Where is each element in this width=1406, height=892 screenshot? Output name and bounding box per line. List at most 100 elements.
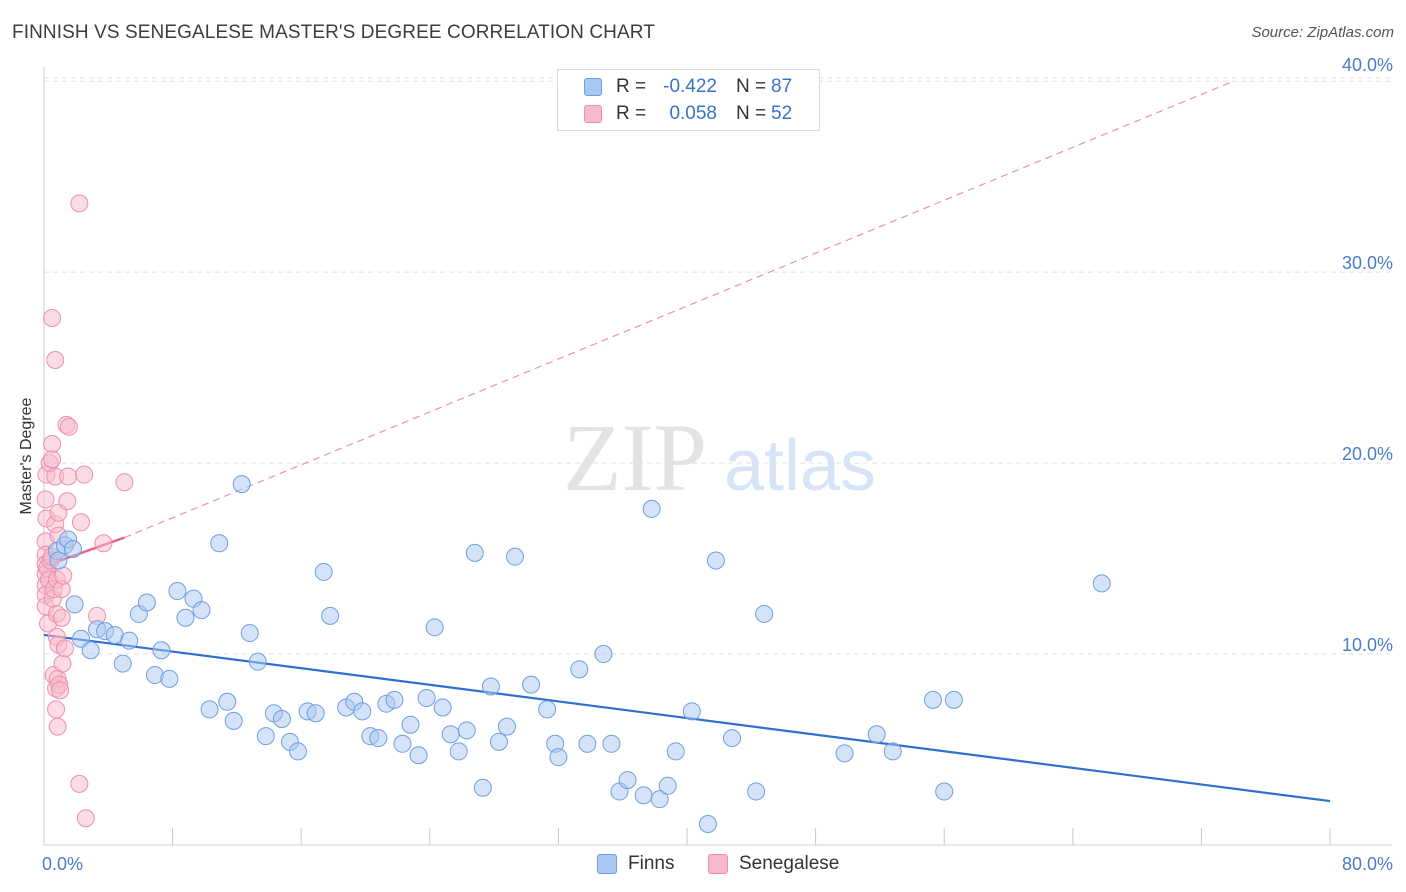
finns-point <box>232 475 251 494</box>
senegalese-point <box>71 513 90 532</box>
finns-point <box>538 700 557 719</box>
senegalese-point <box>115 473 134 492</box>
senegalese-point <box>46 350 65 369</box>
finns-point <box>835 744 854 763</box>
finns-point <box>385 690 404 709</box>
senegalese-point <box>70 774 89 793</box>
finns-point <box>883 742 902 761</box>
finns-point <box>944 690 963 709</box>
senegalese-point <box>70 194 89 213</box>
finns-point <box>65 595 84 614</box>
finns-point <box>417 688 436 707</box>
y-tick-label: 10.0% <box>1342 635 1393 655</box>
finns-point <box>152 641 171 660</box>
finns-point <box>200 700 219 719</box>
x-tick-label: 0.0% <box>42 854 83 874</box>
finns-point <box>682 702 701 721</box>
finns-point <box>425 618 444 637</box>
finns-swatch <box>584 78 602 96</box>
finns-point <box>618 771 637 790</box>
legend-row-finns: R = -0.422 N = 87 <box>558 74 819 100</box>
r-label: R = <box>616 103 647 124</box>
finns-point <box>867 725 886 744</box>
senegalese-point <box>75 465 94 484</box>
finns-point <box>192 601 211 620</box>
finns-point <box>160 669 179 688</box>
legend-row-senegalese: R = 0.058 N = 52 <box>558 101 819 127</box>
senegalese-point <box>58 492 77 511</box>
senegalese-point <box>43 450 62 469</box>
finns-point <box>168 582 187 601</box>
senegalese-point <box>52 608 71 627</box>
x-tick-label: 80.0% <box>1342 854 1393 874</box>
finns-point <box>441 725 460 744</box>
finns-point <box>63 540 82 559</box>
senegalese-point <box>59 417 78 436</box>
senegalese-point <box>47 700 66 719</box>
watermark-atlas: atlas <box>724 426 876 506</box>
finns-point <box>449 742 468 761</box>
tick-labels: 10.0% 20.0% 30.0% 40.0% 0.0% 80.0% <box>42 55 1393 874</box>
finns-point <box>272 709 291 728</box>
watermark-zip: ZIP <box>563 404 707 511</box>
finns-point <box>314 562 333 581</box>
finns-point <box>120 631 139 650</box>
senegalese-point <box>51 681 70 700</box>
finns-point <box>505 547 524 566</box>
y-tick-label: 20.0% <box>1342 444 1393 464</box>
finns-point <box>256 727 275 746</box>
finns-point <box>49 551 68 570</box>
n-label: N = <box>736 103 767 124</box>
finns-point <box>755 604 774 623</box>
senegalese-point <box>43 308 62 327</box>
senegalese-swatch <box>584 105 602 123</box>
finns-point <box>248 652 267 671</box>
y-tick-label: 40.0% <box>1342 55 1393 75</box>
finns-points <box>47 475 1111 833</box>
finns-point <box>288 742 307 761</box>
finns-point <box>570 660 589 679</box>
y-tick-label: 30.0% <box>1342 253 1393 273</box>
source-credit: Source: ZipAtlas.com <box>1251 24 1394 41</box>
finns-point <box>698 814 717 833</box>
r-value: -0.422 <box>663 76 717 97</box>
legend-label: Finns <box>628 853 675 874</box>
finns-point <box>473 778 492 797</box>
chart-title: FINNISH VS SENEGALESE MASTER'S DEGREE CO… <box>12 22 655 43</box>
n-value: 52 <box>771 103 793 124</box>
finns-point <box>481 677 500 696</box>
senegalese-point <box>48 717 67 736</box>
senegalese-trend-line-extended <box>124 80 1234 539</box>
watermark: ZIP atlas <box>563 404 876 511</box>
senegalese-point <box>94 534 113 553</box>
finns-point <box>658 776 677 795</box>
finns-point <box>465 543 484 562</box>
finns-point <box>457 721 476 740</box>
finns-point <box>393 734 412 753</box>
finns-swatch <box>597 854 617 874</box>
finns-point <box>666 742 685 761</box>
finns-point <box>549 748 568 767</box>
senegalese-point <box>43 435 62 453</box>
r-label: R = <box>616 76 647 97</box>
finns-point <box>935 782 954 801</box>
finns-point <box>706 551 725 570</box>
finns-point <box>401 715 420 734</box>
finns-point <box>489 732 508 751</box>
finns-point <box>369 729 388 748</box>
finns-point <box>923 690 942 709</box>
senegalese-swatch <box>708 854 728 874</box>
finns-point <box>306 704 325 723</box>
finns-point <box>176 608 195 627</box>
finns-point <box>218 692 237 711</box>
finns-point <box>634 786 653 805</box>
finns-point <box>1092 574 1111 593</box>
senegalese-point <box>54 566 73 585</box>
finns-point <box>594 645 613 664</box>
n-value: 87 <box>771 76 793 97</box>
senegalese-point <box>53 654 72 673</box>
finns-point <box>81 641 100 660</box>
finns-point <box>522 675 541 694</box>
senegalese-points <box>36 194 134 828</box>
